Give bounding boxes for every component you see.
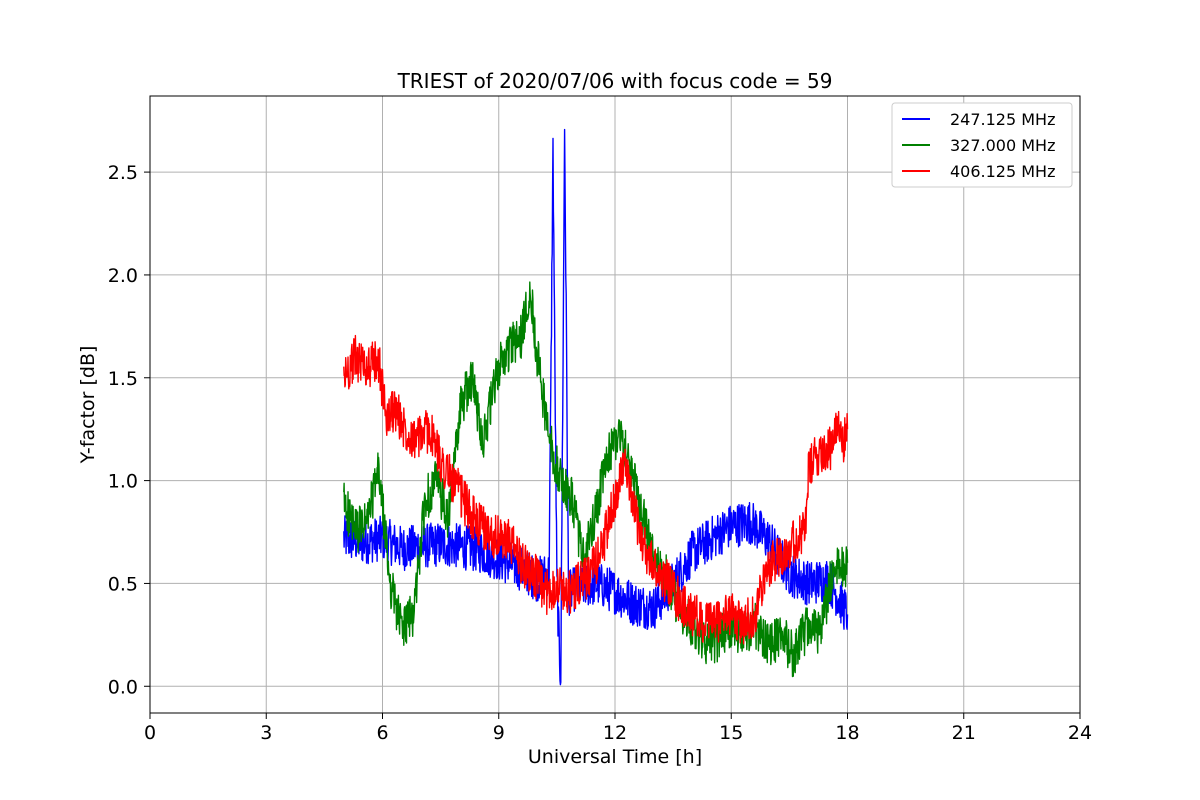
- x-tick-label: 15: [719, 722, 743, 744]
- y-axis-ticks: 0.0 0.5 1.0 1.5 2.0 2.5: [108, 162, 150, 698]
- x-tick-label: 12: [603, 722, 627, 744]
- y-tick-label: 1.5: [108, 368, 138, 390]
- series-layer: [343, 128, 849, 686]
- x-tick-label: 9: [493, 722, 505, 744]
- x-tick-label: 6: [376, 722, 388, 744]
- x-tick-label: 18: [835, 722, 859, 744]
- x-axis-ticks: 0 3 6 9 12 15 18 21 24: [144, 713, 1092, 744]
- y-axis-label: Y-factor [dB]: [77, 346, 99, 465]
- y-tick-label: 1.0: [108, 471, 138, 493]
- x-tick-label: 24: [1068, 722, 1092, 744]
- legend-label-247: 247.125 MHz: [950, 110, 1055, 129]
- y-tick-label: 2.5: [108, 162, 138, 184]
- y-tick-label: 2.0: [108, 265, 138, 287]
- x-tick-label: 3: [260, 722, 272, 744]
- y-tick-label: 0.0: [108, 676, 138, 698]
- legend: 247.125 MHz 327.000 MHz 406.125 MHz: [891, 102, 1073, 188]
- x-axis-label: Universal Time [h]: [528, 746, 702, 768]
- series-line-1: [343, 281, 849, 678]
- series-line-2: [343, 334, 849, 645]
- x-tick-label: 0: [144, 722, 156, 744]
- y-tick-label: 0.5: [108, 573, 138, 595]
- legend-label-327: 327.000 MHz: [950, 136, 1055, 155]
- legend-box: [891, 102, 1073, 188]
- chart-title: TRIEST of 2020/07/06 with focus code = 5…: [397, 69, 833, 93]
- x-tick-label: 21: [952, 722, 976, 744]
- legend-label-406: 406.125 MHz: [950, 162, 1055, 181]
